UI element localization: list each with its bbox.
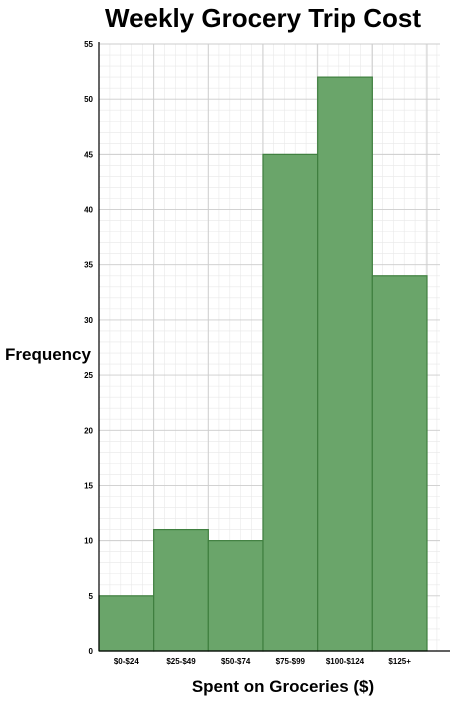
x-axis-label: Spent on Groceries ($) xyxy=(192,677,374,696)
y-tick-label: 45 xyxy=(84,150,93,159)
x-category-label: $75-$99 xyxy=(276,657,306,666)
bar-3 xyxy=(262,153,319,652)
y-tick-label: 0 xyxy=(89,647,94,656)
y-axis-label: Frequency xyxy=(5,345,92,364)
y-tick-label: 35 xyxy=(84,261,93,270)
x-category-label: $25-$49 xyxy=(166,657,196,666)
y-tick-label: 30 xyxy=(84,316,93,325)
x-category-label: $50-$74 xyxy=(221,657,251,666)
y-tick-label: 15 xyxy=(84,481,93,490)
bar-4 xyxy=(317,76,373,652)
y-tick-label: 55 xyxy=(84,40,93,49)
x-category-label: $100-$124 xyxy=(326,657,365,666)
x-category-labels: $0-$24 $25-$49 $50-$74 $75-$99 $100-$124 $125… xyxy=(114,657,411,666)
chart-title: Weekly Grocery Trip Cost xyxy=(105,3,421,33)
y-tick-label: 50 xyxy=(84,95,93,104)
y-tick-labels: 0 5 10 15 20 25 30 35 40 45 50 55 xyxy=(84,40,93,656)
bar-1 xyxy=(153,528,209,652)
y-tick-label: 40 xyxy=(84,206,93,215)
y-tick-label: 5 xyxy=(89,592,94,601)
y-tick-label: 25 xyxy=(84,371,93,380)
y-tick-label: 10 xyxy=(84,537,93,546)
bar-2 xyxy=(207,540,264,652)
bars xyxy=(98,76,428,652)
bar-5 xyxy=(371,275,428,652)
axes xyxy=(98,42,450,652)
x-category-label: $0-$24 xyxy=(114,657,139,666)
x-category-label: $125+ xyxy=(388,657,411,666)
bar-0 xyxy=(98,595,155,652)
y-tick-label: 20 xyxy=(84,426,93,435)
